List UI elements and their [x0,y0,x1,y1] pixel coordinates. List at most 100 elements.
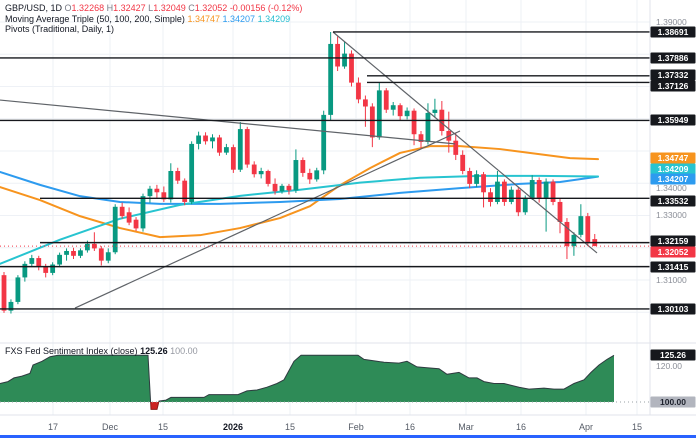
ma-indicator-row[interactable]: Moving Average Triple (50, 100, 200, Sim… [5,14,302,25]
candle[interactable] [404,107,410,120]
candle[interactable] [592,233,598,247]
candle[interactable] [356,77,361,104]
candle[interactable] [105,248,111,264]
candle[interactable] [168,163,174,203]
time-axis[interactable]: 17 Dec 15 2026 15 Feb 16 Mar 16 Apr 15 [48,422,642,432]
candle[interactable] [488,188,493,207]
candle[interactable] [543,178,549,232]
candle[interactable] [119,202,125,219]
candle[interactable] [335,36,340,72]
candle[interactable] [182,178,188,206]
price-label-badge [650,195,696,207]
candle[interactable] [529,175,535,201]
candle[interactable] [175,167,181,184]
candle[interactable] [342,41,347,69]
sentiment-legend-row[interactable]: FXS Fed Sentiment Index (close) 125.26 1… [5,346,198,356]
candle[interactable] [376,82,382,140]
open-value: 1.32268 [71,3,105,13]
time-tick-text: 15 [285,422,295,432]
symbol-ohlc-row[interactable]: GBP/USD, 1D O1.32268 H1.32427 L1.32049 C… [5,3,302,14]
candle[interactable] [237,121,243,172]
trendline[interactable] [332,31,598,254]
candle[interactable] [474,170,479,188]
candle[interactable] [550,179,556,206]
candle[interactable] [425,103,431,145]
candle[interactable] [286,183,292,195]
candle[interactable] [272,178,278,195]
candle[interactable] [508,186,514,205]
candle[interactable] [383,88,389,113]
candle[interactable] [411,108,417,146]
candle[interactable] [265,169,271,187]
candles-layer[interactable] [1,31,598,314]
pivots-indicator-row[interactable]: Pivots (Traditional, Daily, 1) [5,24,302,35]
candle[interactable] [210,134,215,149]
sentiment-area-chart[interactable] [0,354,650,410]
candle[interactable] [571,232,577,256]
candle[interactable] [217,134,222,156]
candle[interactable] [224,143,229,155]
candle[interactable] [36,255,42,271]
candle[interactable] [390,101,396,116]
candle[interactable] [8,299,14,314]
candle[interactable] [369,103,375,148]
pivot-levels[interactable] [0,31,650,310]
candle[interactable] [230,144,236,173]
candle[interactable] [258,167,264,179]
candle[interactable] [244,126,250,168]
candle[interactable] [349,50,354,87]
trendline[interactable] [74,130,461,309]
candle[interactable] [140,193,146,232]
candle[interactable] [189,141,195,205]
candle[interactable] [196,131,201,150]
candle[interactable] [578,204,584,238]
sentiment-area-positive [0,355,614,402]
candle[interactable] [64,248,69,261]
candle[interactable] [251,161,257,178]
candle[interactable] [481,171,486,208]
candle[interactable] [98,246,104,266]
candle[interactable] [57,252,62,268]
candle[interactable] [321,110,327,175]
candle[interactable] [467,167,473,189]
candle[interactable] [300,157,306,177]
candle[interactable] [126,207,132,226]
candle[interactable] [78,248,83,259]
candle[interactable] [564,218,570,260]
candle[interactable] [502,179,507,206]
candle[interactable] [154,184,160,198]
candle[interactable] [203,132,208,145]
candle[interactable] [328,31,334,121]
candle[interactable] [147,185,153,203]
candle[interactable] [460,150,466,175]
trendline[interactable] [0,99,456,145]
candle[interactable] [29,254,35,268]
candle[interactable] [91,232,97,251]
candle[interactable] [112,204,118,255]
candle[interactable] [432,98,438,118]
candle[interactable] [293,149,299,193]
candle[interactable] [1,271,7,313]
candle[interactable] [453,133,459,161]
trendlines[interactable] [0,31,598,309]
candle[interactable] [161,186,167,202]
candle[interactable] [397,103,403,121]
candle[interactable] [363,95,368,127]
candle[interactable] [515,187,521,217]
candle[interactable] [307,168,313,184]
candle[interactable] [50,262,56,276]
price-tick-text: 1.34000 [656,183,687,193]
candle[interactable] [22,261,28,282]
candle[interactable] [71,247,76,260]
candle[interactable] [279,183,285,194]
candle[interactable] [314,167,320,182]
candle[interactable] [439,101,445,136]
candle[interactable] [585,212,591,247]
candle[interactable] [43,263,49,278]
candle[interactable] [133,217,139,231]
candle[interactable] [557,198,563,234]
candle[interactable] [15,275,21,305]
